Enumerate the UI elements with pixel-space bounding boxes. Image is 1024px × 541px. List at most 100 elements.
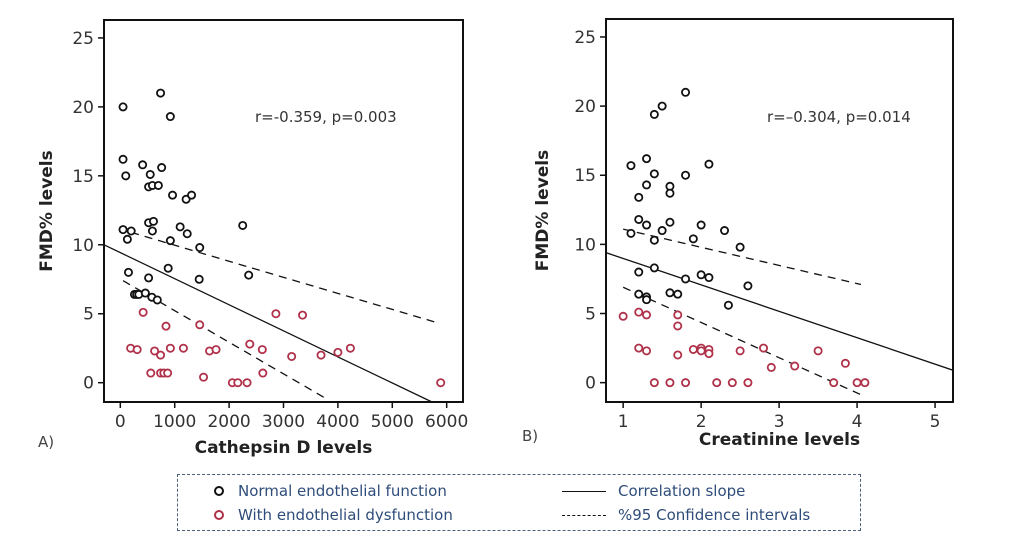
x-tick-label: 1000: [153, 412, 196, 432]
normal-data-point: [642, 295, 652, 305]
y-tick-label: 20: [574, 97, 596, 117]
correlation-slope-line: [104, 244, 433, 402]
normal-data-point: [735, 242, 745, 252]
normal-data-point: [244, 270, 254, 280]
dysfunction-data-point: [333, 347, 343, 357]
normal-data-point: [165, 112, 175, 122]
ci-lower-line: [622, 286, 866, 398]
y-tick-label: 15: [574, 166, 596, 186]
circle-marker-icon: [214, 486, 224, 496]
legend-label-normal: Normal endothelial function: [238, 482, 447, 500]
dysfunction-data-point: [743, 378, 753, 388]
normal-data-point: [634, 192, 644, 202]
dysfunction-data-point: [258, 368, 268, 378]
normal-data-point: [118, 154, 128, 164]
normal-data-point: [665, 217, 675, 227]
correlation-slope-line: [606, 252, 953, 371]
normal-data-point: [123, 267, 133, 277]
y-axis-title: FMD% levels: [37, 150, 57, 272]
dysfunction-data-point: [634, 343, 644, 353]
y-tick-label: 15: [72, 167, 94, 187]
y-axis-title: FMD% levels: [533, 150, 553, 272]
normal-data-point: [121, 171, 131, 181]
normal-data-point: [145, 169, 155, 179]
ci-lower-line: [122, 280, 326, 399]
dysfunction-data-point: [287, 351, 297, 361]
x-tick-label: 2000: [207, 412, 250, 432]
normal-data-point: [126, 226, 136, 236]
normal-data-point: [156, 88, 166, 98]
normal-data-point: [238, 220, 248, 230]
x-tick-label: 6000: [425, 412, 468, 432]
x-tick-label: 1: [618, 412, 629, 432]
dysfunction-data-point: [852, 378, 862, 388]
normal-data-point: [649, 109, 659, 119]
normal-data-point: [634, 214, 644, 224]
dysfunction-data-point: [642, 346, 652, 356]
dysfunction-data-point: [233, 378, 243, 388]
normal-data-point: [168, 190, 178, 200]
y-tick-label: 10: [72, 236, 94, 256]
normal-data-point: [182, 229, 192, 239]
normal-data-point: [681, 274, 691, 284]
normal-data-point: [138, 160, 148, 170]
legend-item-slope: Correlation slope: [562, 482, 745, 500]
normal-data-point: [657, 101, 667, 111]
normal-data-point: [642, 220, 652, 230]
correlation-annotation: r=-0.359, p=0.003: [255, 108, 397, 126]
dysfunction-data-point: [245, 339, 255, 349]
normal-data-point: [634, 267, 644, 277]
normal-data-point: [649, 169, 659, 179]
dysfunction-data-point: [146, 368, 156, 378]
dysfunction-data-point: [735, 346, 745, 356]
panel-a: 0 5 10 15 20 25 0 1000 2000 3000 4000 5000 6000 Cathe…: [37, 19, 468, 458]
dysfunction-data-point: [271, 309, 281, 319]
ci-upper-line: [623, 228, 862, 286]
dysfunction-data-point: [860, 378, 870, 388]
dysfunction-data-point: [649, 378, 659, 388]
normal-data-point: [681, 87, 691, 97]
dysfunction-data-point: [673, 350, 683, 360]
y-tick-label: 25: [72, 29, 94, 49]
x-tick-label: 2: [696, 412, 707, 432]
x-tick-label: 4: [852, 412, 863, 432]
dysfunction-data-point: [298, 310, 308, 320]
y-tick-label: 20: [72, 98, 94, 118]
dysfunction-data-point: [673, 310, 683, 320]
y-tick-label: 10: [574, 235, 596, 255]
dysfunction-data-point: [790, 361, 800, 371]
dysfunction-data-point: [665, 378, 675, 388]
y-tick-label: 0: [83, 374, 94, 394]
x-tick-label: 3: [774, 412, 785, 432]
x-tick-label: 3000: [262, 412, 305, 432]
dysfunction-data-point: [696, 346, 706, 356]
legend-label-slope: Correlation slope: [618, 482, 746, 500]
normal-data-point: [665, 188, 675, 198]
dysfunction-data-point: [829, 378, 839, 388]
x-tick-label: 0: [115, 412, 126, 432]
normal-data-point: [175, 222, 185, 232]
normal-data-point: [147, 226, 157, 236]
x-tick-label: 4000: [316, 412, 359, 432]
dysfunction-data-point: [618, 311, 628, 321]
dysfunction-data-point: [688, 344, 698, 354]
normal-data-point: [634, 289, 644, 299]
normal-data-point: [194, 274, 204, 284]
legend: Normal endothelial function With endothe…: [177, 474, 861, 531]
normal-data-point: [681, 170, 691, 180]
dysfunction-data-point: [727, 378, 737, 388]
normal-data-point: [723, 300, 733, 310]
dysfunction-data-point: [161, 321, 171, 331]
y-tick-label: 5: [585, 305, 596, 325]
correlation-annotation: r=–0.304, p=0.014: [767, 108, 911, 126]
normal-data-point: [720, 226, 730, 236]
normal-data-point: [657, 226, 667, 236]
normal-data-point: [148, 216, 158, 226]
normal-data-point: [152, 295, 162, 305]
plot-frame: [605, 18, 954, 403]
dashed-line-icon: [562, 514, 606, 516]
solid-line-icon: [562, 490, 606, 492]
panel-b: 0 5 10 15 20 25 1 2 3 4 5 Creatinine levels FMD% lev…: [522, 18, 954, 450]
ci-upper-line: [131, 231, 440, 325]
